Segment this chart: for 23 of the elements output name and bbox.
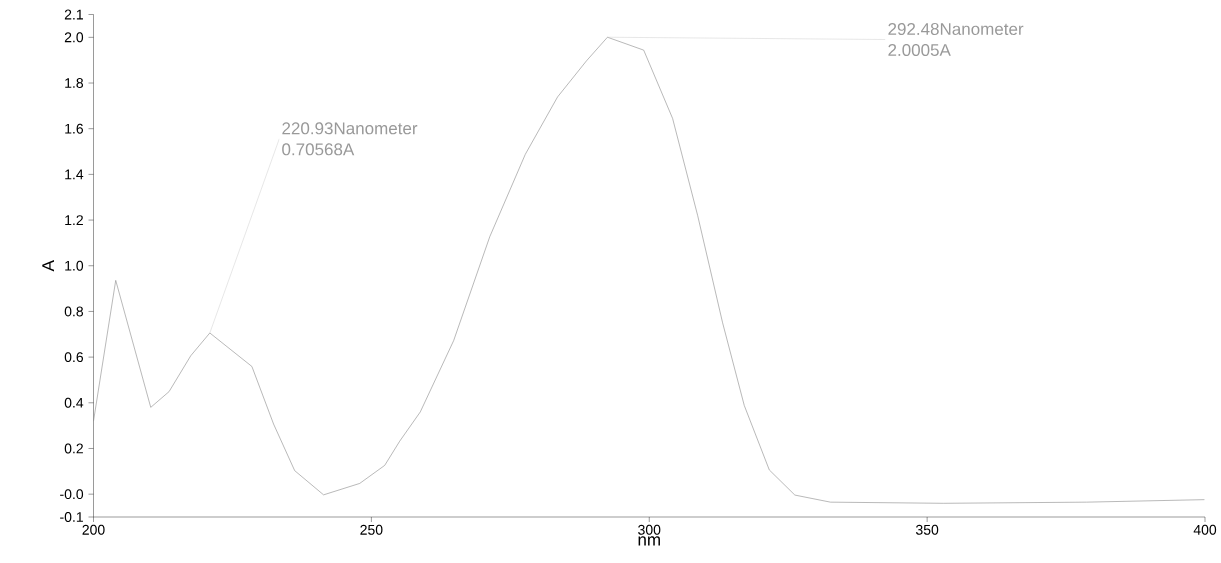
line-series: [93, 36, 1205, 504]
x-tick-label: 300: [638, 524, 661, 535]
y-tick-label: 2.1: [64, 9, 83, 20]
y-tick-label: 0.6: [64, 352, 84, 363]
y-tick-label: 2.0: [64, 32, 84, 43]
x-tick-label: 400: [1193, 524, 1217, 535]
x-tick-label: 200: [82, 524, 105, 535]
annotation: 292.48Nanometer 2.0005A: [888, 22, 1024, 57]
y-tick-label: 1.0: [65, 260, 84, 271]
annotation: 220.93Nanometer 0.70568A: [282, 122, 418, 156]
y-tick-label: 1.4: [65, 169, 84, 180]
y-axis-title: A: [42, 260, 54, 272]
y-tick-label: -0.1: [60, 512, 83, 522]
x-tick-label: 250: [360, 524, 383, 535]
y-tick-label: -0.0: [60, 489, 84, 500]
x-tick-label: 350: [915, 524, 939, 535]
y-tick-label: 1.6: [65, 123, 84, 134]
y-tick-label: 0.2: [64, 443, 83, 454]
y-tick-label: 0.4: [64, 397, 84, 408]
y-tick-label: 1.8: [65, 78, 84, 88]
x-axis-title: nm: [638, 536, 660, 546]
y-tick-label: 0.8: [64, 306, 84, 317]
y-tick-label: 1.2: [65, 215, 83, 225]
